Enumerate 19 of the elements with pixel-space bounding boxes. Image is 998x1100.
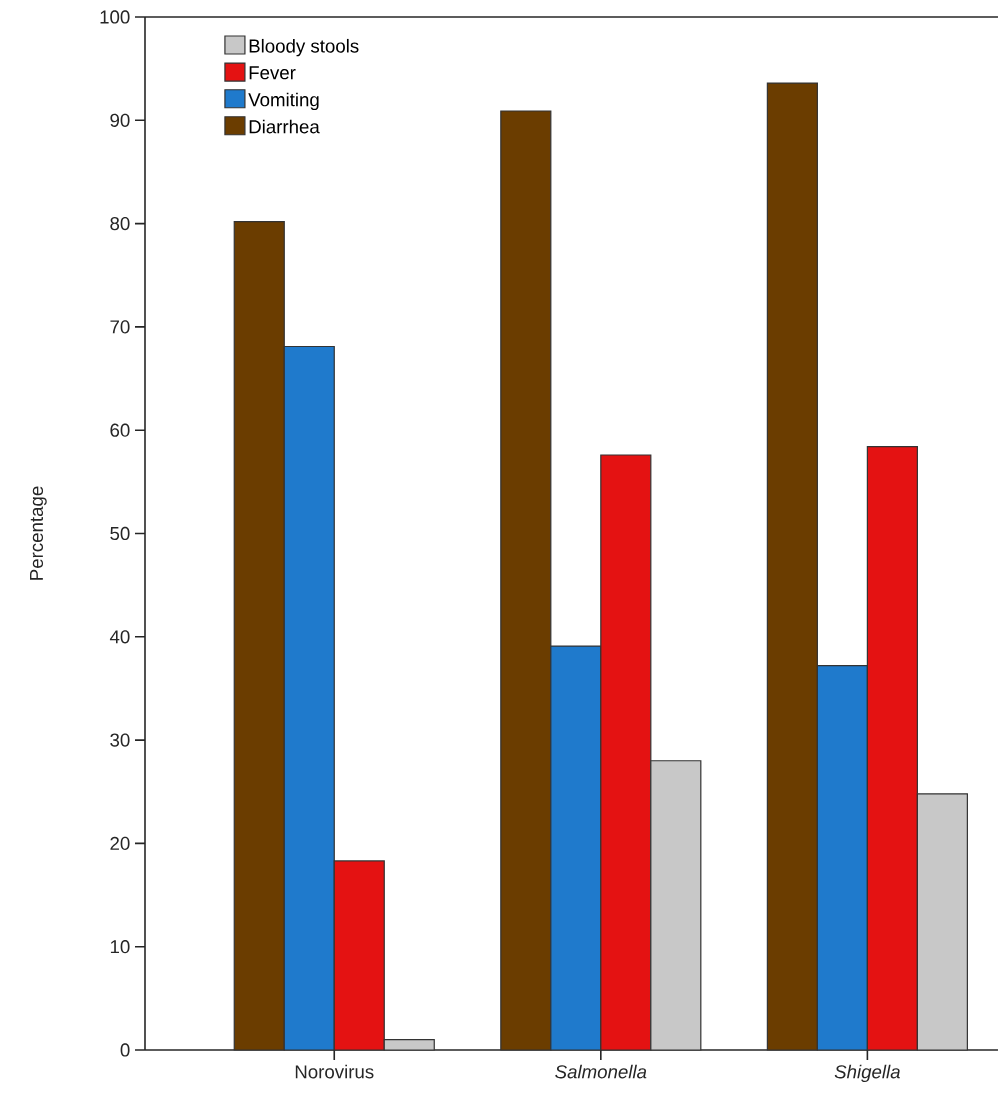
y-tick-label: 90 xyxy=(110,113,130,127)
y-tick-label: 100 xyxy=(100,10,130,24)
y-tick-label: 70 xyxy=(110,320,130,334)
y-tick-label: 60 xyxy=(110,423,130,437)
y-tick-label: 50 xyxy=(110,526,130,541)
x-tick-label: Salmonella xyxy=(555,1064,647,1079)
legend-label: Fever xyxy=(249,66,296,80)
y-tick-label: 30 xyxy=(110,733,130,747)
legend-label: Bloody stools xyxy=(249,38,359,57)
legend-label: Diarrhea xyxy=(249,119,320,134)
y-tick-label: 40 xyxy=(109,630,130,644)
y-axis-title: Percentage xyxy=(30,486,47,580)
legend-label: Vomiting xyxy=(248,92,319,111)
y-tick-label: 10 xyxy=(110,940,130,954)
y-tick-label: 0 xyxy=(120,1043,130,1057)
x-tick-label: Shigella xyxy=(834,1064,900,1083)
x-tick-label: Norovirus xyxy=(295,1064,374,1079)
y-tick-label: 80 xyxy=(110,216,130,231)
y-tick-label: 20 xyxy=(110,836,130,851)
